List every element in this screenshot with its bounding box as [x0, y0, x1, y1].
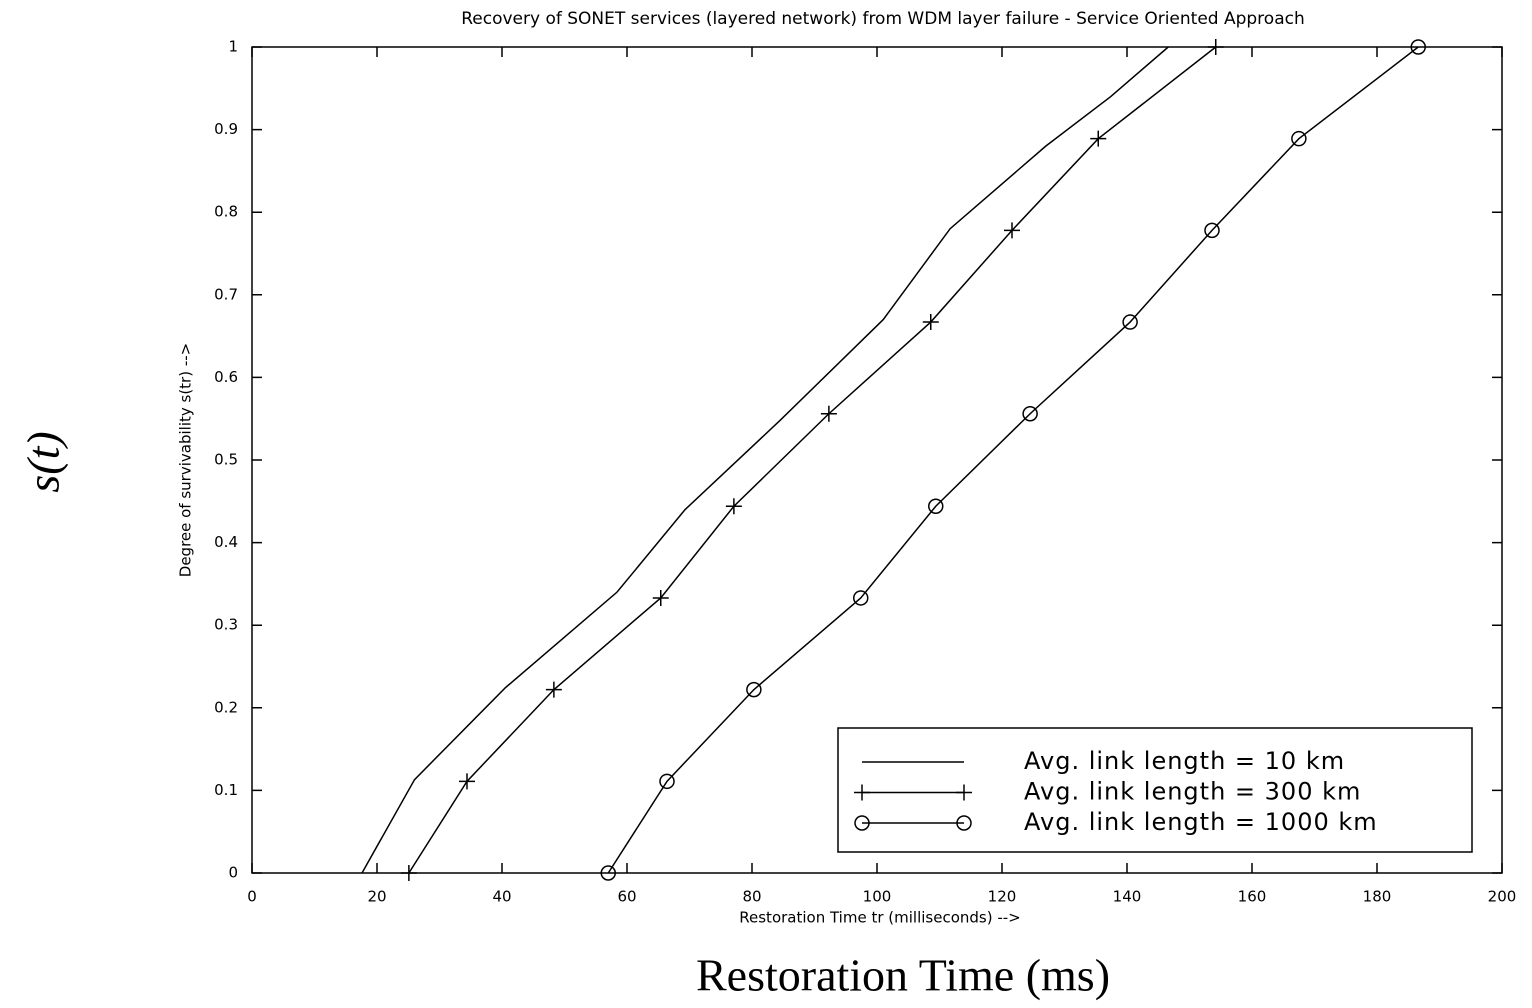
legend-label: Avg. link length = 1000 km: [1024, 808, 1378, 836]
y-tick-label: 0.9: [214, 120, 238, 138]
marker: [1410, 39, 1426, 55]
marker: [600, 865, 616, 881]
series-line: [408, 46, 1217, 874]
marker: [1022, 405, 1038, 422]
y-tick-label: 0.8: [214, 203, 238, 221]
marker: [400, 865, 417, 881]
y-tick-label: 1: [228, 38, 238, 56]
x-tick-label: 60: [617, 888, 636, 906]
y-tick-label: 0: [228, 864, 238, 882]
marker: [956, 784, 972, 801]
x-tick-label: 180: [1363, 888, 1392, 906]
y-tick-label: 0.6: [214, 368, 238, 386]
y-tick-label: 0.4: [214, 533, 238, 551]
x-tick-label: 80: [742, 888, 761, 906]
marker: [725, 498, 742, 515]
legend-box: [837, 727, 1473, 853]
marker: [659, 773, 675, 790]
series-line: [607, 46, 1419, 874]
annotation: s(t): [18, 431, 69, 492]
annotation: Restoration Time (ms): [696, 950, 1110, 1001]
marker: [1291, 130, 1307, 147]
marker: [652, 589, 669, 606]
x-axis-label: Restoration Time tr (milliseconds) -->: [739, 909, 1020, 927]
marker: [854, 815, 870, 831]
marker: [1004, 222, 1020, 239]
marker: [545, 681, 562, 698]
x-tick-label: 0: [247, 888, 257, 906]
x-tick-label: 140: [1113, 888, 1142, 906]
marker: [854, 784, 870, 801]
x-tick-label: 200: [1488, 888, 1517, 906]
y-tick-label: 0.2: [214, 698, 238, 716]
marker: [820, 405, 837, 422]
legend-label: Avg. link length = 300 km: [1024, 778, 1361, 806]
marker: [1090, 130, 1107, 147]
y-axis-label: Degree of survivability s(tr) -->: [177, 343, 195, 577]
marker: [1204, 222, 1220, 239]
x-tick-label: 20: [367, 888, 386, 906]
marker: [1122, 314, 1138, 330]
chart-title: Recovery of SONET services (layered netw…: [461, 9, 1305, 29]
x-tick-label: 100: [863, 888, 892, 906]
marker: [922, 314, 939, 331]
x-tick-label: 160: [1238, 888, 1267, 906]
x-tick-label: 40: [492, 888, 511, 906]
marker: [1207, 39, 1224, 55]
marker: [746, 681, 762, 698]
marker: [956, 815, 972, 831]
marker: [928, 498, 944, 515]
y-tick-label: 0.1: [214, 781, 238, 799]
marker: [853, 590, 869, 606]
y-tick-label: 0.7: [214, 285, 238, 303]
marker: [459, 773, 475, 790]
y-tick-label: 0.3: [214, 616, 238, 634]
x-tick-label: 120: [988, 888, 1017, 906]
legend-label: Avg. link length = 10 km: [1024, 747, 1345, 775]
series-line: [361, 46, 1169, 874]
y-tick-label: 0.5: [214, 451, 238, 469]
